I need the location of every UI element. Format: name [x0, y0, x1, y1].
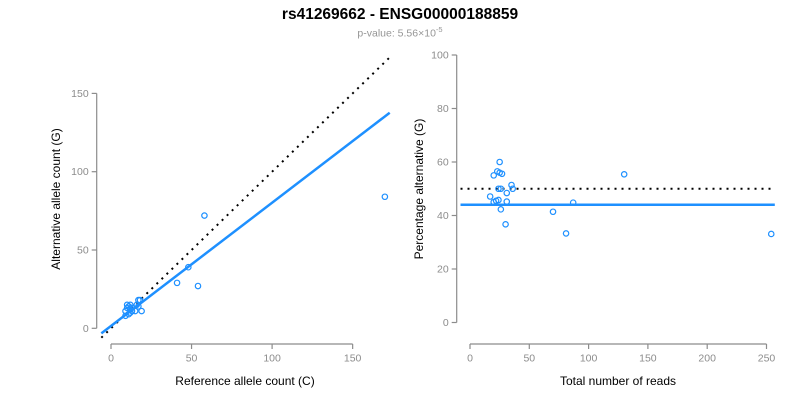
data-point	[381, 193, 389, 201]
x-tick-label: 0	[108, 353, 114, 365]
data-point	[125, 303, 133, 310]
y-tick-label: 100	[431, 50, 449, 62]
data-point	[562, 230, 570, 237]
data-point	[185, 263, 192, 271]
data-point	[201, 212, 208, 219]
data-point	[136, 296, 144, 304]
data-point	[502, 221, 509, 228]
data-point	[508, 181, 515, 189]
data-point	[138, 307, 145, 315]
x-tick-label: 250	[758, 353, 776, 365]
data-point	[173, 279, 181, 287]
p-value-text: p-value: 5.56×10	[357, 27, 436, 40]
x-tick-label: 150	[344, 353, 362, 365]
x-tick-label: 100	[580, 353, 598, 365]
data-point	[133, 301, 141, 309]
data-point	[123, 301, 131, 309]
y-tick-label: 80	[437, 103, 449, 115]
y-tick-label: 40	[437, 210, 449, 222]
data-point	[127, 301, 134, 309]
x-tick-label: 100	[263, 353, 281, 365]
x-tick-label: 50	[523, 353, 535, 365]
figure-subtitle: p-value: 5.56×10-5	[0, 25, 800, 40]
left-x-axis-title: Reference allele count (C)	[175, 374, 315, 388]
y-tick-label: 20	[437, 264, 449, 276]
data-point	[194, 282, 202, 290]
data-point	[495, 185, 502, 193]
data-point	[620, 171, 628, 178]
y-tick-label: 0	[443, 317, 449, 329]
data-point	[509, 185, 516, 193]
x-tick-label: 0	[467, 353, 473, 365]
y-tick-label: 0	[83, 323, 89, 335]
data-point	[549, 208, 557, 216]
y-tick-label: 60	[437, 157, 449, 169]
data-point	[497, 185, 505, 193]
regression-line	[100, 111, 391, 335]
identity-line	[100, 56, 391, 339]
data-point	[767, 230, 775, 238]
x-tick-label: 200	[698, 353, 716, 365]
data-point	[497, 206, 505, 213]
y-tick-label: 50	[77, 245, 89, 257]
data-point	[503, 189, 511, 197]
figure-title: rs41269662 - ENSG00000188859	[281, 6, 519, 23]
y-tick-label: 100	[71, 166, 89, 178]
p-value-exponent: -5	[435, 25, 443, 34]
data-point	[498, 170, 506, 178]
data-point	[125, 310, 133, 318]
data-point	[490, 172, 498, 179]
data-point	[496, 158, 503, 166]
data-point	[569, 199, 577, 206]
y-tick-label: 150	[71, 88, 89, 100]
data-point	[486, 193, 494, 200]
x-tick-label: 50	[186, 353, 198, 365]
data-point	[492, 197, 500, 205]
right-x-axis-title: Total number of reads	[559, 374, 677, 388]
data-point	[131, 307, 139, 315]
left-y-axis-title: Alternative allele count (G)	[49, 128, 63, 270]
data-point	[135, 303, 142, 310]
data-point	[122, 312, 129, 320]
data-point	[503, 198, 511, 205]
right-y-axis-title: Percentage alternative (G)	[412, 118, 426, 260]
x-tick-label: 150	[639, 353, 657, 365]
